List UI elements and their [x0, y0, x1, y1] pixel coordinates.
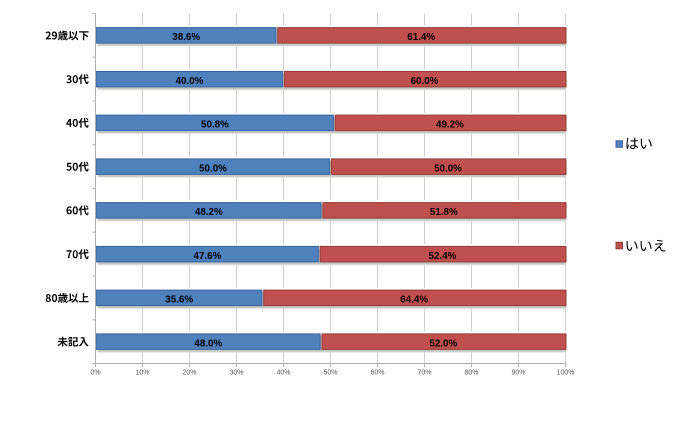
svg-text:60.0%: 60.0% [411, 76, 439, 87]
svg-text:48.2%: 48.2% [195, 207, 223, 218]
svg-text:40.0%: 40.0% [176, 76, 204, 87]
svg-text:100%: 100% [557, 370, 575, 377]
svg-text:52.4%: 52.4% [429, 251, 457, 262]
svg-text:49.2%: 49.2% [436, 120, 464, 131]
svg-text:51.8%: 51.8% [430, 207, 458, 218]
svg-text:38.6%: 38.6% [172, 32, 200, 43]
svg-text:50.0%: 50.0% [434, 163, 462, 174]
svg-text:35.6%: 35.6% [165, 295, 193, 306]
svg-text:48.0%: 48.0% [194, 338, 222, 349]
svg-text:52.0%: 52.0% [429, 338, 457, 349]
svg-text:61.4%: 61.4% [407, 32, 435, 43]
svg-text:90%: 90% [511, 370, 525, 377]
svg-text:80%: 80% [464, 370, 478, 377]
svg-text:30%: 30% [229, 370, 243, 377]
svg-text:47.6%: 47.6% [194, 251, 222, 262]
svg-text:0%: 0% [90, 370, 100, 377]
svg-text:50%: 50% [323, 370, 337, 377]
svg-text:20%: 20% [182, 370, 196, 377]
svg-text:60%: 60% [370, 370, 384, 377]
svg-text:50.8%: 50.8% [201, 120, 229, 131]
svg-text:64.4%: 64.4% [400, 295, 428, 306]
svg-text:40%: 40% [276, 370, 290, 377]
svg-text:70%: 70% [417, 370, 431, 377]
svg-text:50.0%: 50.0% [199, 163, 227, 174]
svg-text:10%: 10% [135, 370, 149, 377]
